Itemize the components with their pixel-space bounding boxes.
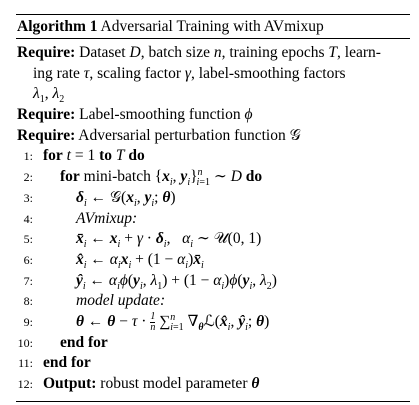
algo-line-3: 3: δi ← 𝒢(xi, yi; θ) — [23, 188, 176, 209]
algo-line-12: 12: Output: robust model parameter θ — [17, 375, 260, 392]
algo-line-7: 7: ŷi ← αiϕ(yi, λ1) + (1 − αi)ϕ(yi, λ2) — [23, 271, 277, 292]
require-lambda: λ1, λ2 — [33, 85, 65, 106]
top-rule — [16, 14, 410, 15]
require-label-smoothing: Require: Label-smoothing function ϕ — [17, 106, 253, 124]
algorithm-box: Algorithm 1 Adversarial Training with AV… — [16, 14, 410, 402]
algo-line-6: 6: x̂i ← αixi + (1 − αi)x̄i — [23, 250, 204, 271]
algo-line-2: 2: for mini-batch {xi, yi}ni=1 ∼ D do — [23, 166, 263, 189]
algo-line-5: 5: x̄i ← xi + γ · δi, αi ∼ 𝒰(0, 1) — [23, 230, 262, 251]
algo-line-4: 4: AVmixup: — [23, 209, 138, 227]
require-dataset-cont: ing rate τ, scaling factor γ, label-smoo… — [33, 64, 346, 82]
algorithm-title: Adversarial Training with AVmixup — [100, 18, 324, 35]
require-perturbation: Require: Adversarial perturbation functi… — [17, 126, 301, 144]
algo-line-1: 1: for t = 1 to T do — [23, 147, 145, 165]
title-rule — [16, 38, 410, 39]
algorithm-number: Algorithm 1 — [17, 18, 98, 35]
algorithm-body: Require: Dataset D, batch size n, traini… — [16, 39, 410, 395]
algorithm-caption: Algorithm 1 Adversarial Training with AV… — [16, 15, 410, 38]
algo-line-10: 10: end for — [17, 333, 108, 351]
bottom-rule — [16, 400, 410, 402]
algo-line-11: 11: end for — [18, 354, 91, 372]
require-dataset-line: Require: Dataset D, batch size n, traini… — [17, 44, 381, 61]
algo-line-8: 8: model update: — [23, 292, 166, 310]
